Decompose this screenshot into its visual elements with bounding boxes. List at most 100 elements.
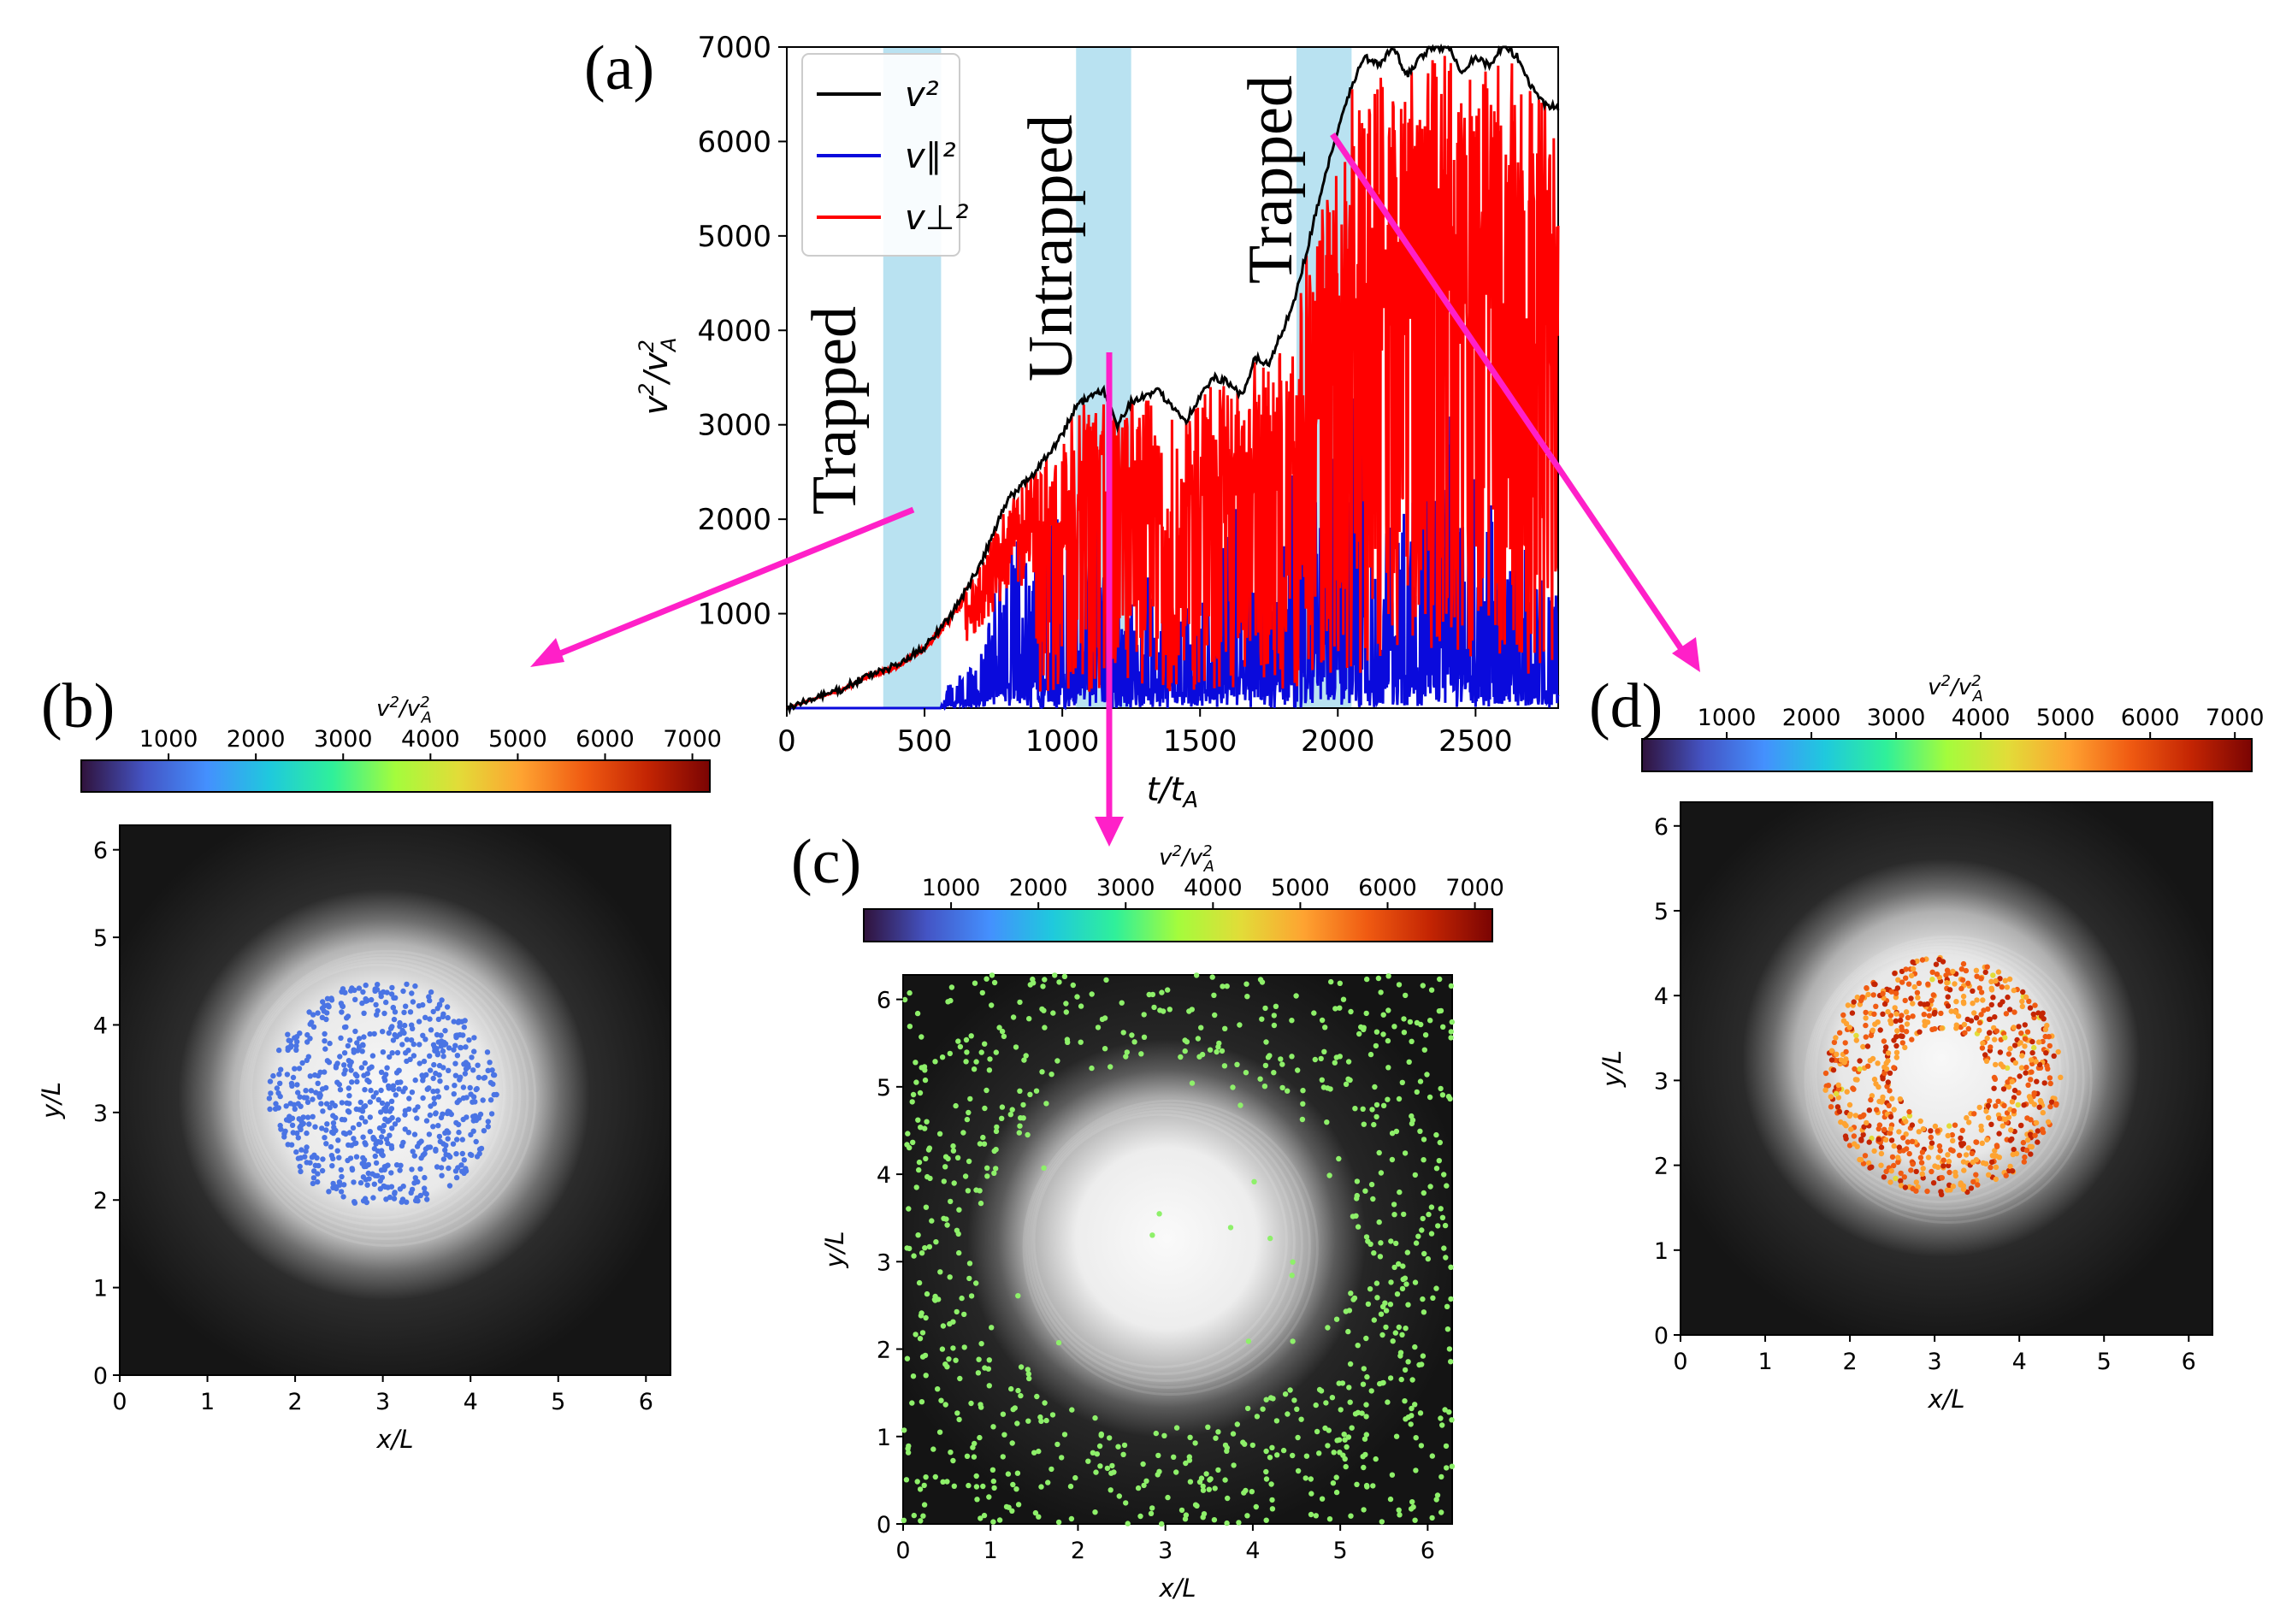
scatter-point	[1123, 1500, 1129, 1506]
scatter-point	[442, 1041, 449, 1047]
scatter-point	[1970, 988, 1976, 995]
y-tick-label: 1	[93, 1276, 108, 1302]
scatter-point	[304, 1144, 310, 1150]
scatter-point	[1984, 964, 1990, 970]
colorbar-tick-label: 5000	[488, 726, 547, 753]
scatter-point	[311, 1168, 317, 1174]
x-tick-label: 3	[1928, 1349, 1942, 1375]
scatter-point	[1822, 1087, 1828, 1093]
scatter-point	[914, 1479, 920, 1485]
scatter-point	[923, 1314, 929, 1321]
scatter-point	[270, 1072, 276, 1079]
scatter-point	[293, 1042, 299, 1049]
scatter-point	[1020, 1101, 1026, 1108]
scatter-point	[1308, 1491, 1314, 1497]
scatter-point	[916, 1279, 923, 1286]
scatter-point	[351, 1136, 357, 1142]
scatter-point	[1928, 1144, 1935, 1150]
scatter-point	[1875, 1137, 1881, 1143]
scatter-point	[368, 1087, 374, 1094]
scatter-point	[1348, 1290, 1354, 1296]
x-tick-label: 1000	[1025, 724, 1100, 759]
scatter-point	[401, 1009, 407, 1016]
scatter-point	[489, 1067, 495, 1073]
scatter-point	[2045, 1119, 2052, 1125]
legend: v²v∥²v⊥²	[801, 53, 969, 257]
scatter-point	[1205, 1424, 1211, 1431]
scatter-point	[1909, 1036, 1915, 1042]
scatter-point	[1428, 1204, 1435, 1210]
scatter-point	[1885, 1008, 1891, 1015]
scatter-point	[1251, 1178, 1257, 1185]
panel-c-label: (c)	[791, 827, 861, 897]
y-tick-label: 6	[93, 838, 108, 865]
scatter-point	[1295, 1434, 1301, 1441]
scatter-point	[1986, 1016, 1993, 1023]
scatter-point	[322, 1084, 329, 1091]
scatter-point	[337, 1054, 343, 1060]
scatter-point	[1401, 1211, 1407, 1218]
scatter-point	[448, 1111, 454, 1118]
scatter-point	[1433, 1131, 1439, 1138]
scatter-point	[1419, 1361, 1425, 1367]
scatter-point	[1945, 1152, 1951, 1158]
scatter-point	[1316, 1450, 1322, 1456]
scatter-point	[1151, 1004, 1157, 1011]
scatter-point	[1878, 1162, 1884, 1168]
scatter-point	[913, 1060, 919, 1066]
region-label-1: Untrapped	[1016, 115, 1086, 381]
scatter-point	[2007, 1046, 2013, 1052]
scatter-point	[445, 1136, 451, 1142]
scatter-point	[1870, 992, 1876, 998]
scatter-point	[317, 1069, 323, 1076]
scatter-point	[396, 1067, 402, 1074]
scatter-point	[1192, 1440, 1198, 1446]
scatter-point	[1396, 1261, 1402, 1267]
scatter-point	[1881, 1070, 1887, 1077]
scatter-point	[1962, 1030, 1968, 1036]
scatter-point	[1978, 1127, 1985, 1133]
scatter-point	[1891, 1162, 1897, 1169]
scatter-point	[1069, 1407, 1075, 1413]
scatter-point	[2003, 1011, 2010, 1017]
scatter-point	[1438, 1085, 1444, 1092]
scatter-point	[2040, 1126, 2046, 1132]
scatter-point	[1409, 1113, 1415, 1119]
scatter-point	[353, 1154, 360, 1160]
scatter-point	[1338, 1407, 1344, 1413]
scatter-point	[1294, 1406, 1300, 1413]
scatter-point	[1896, 1144, 1902, 1150]
scatter-point	[383, 1137, 390, 1143]
scatter-point	[1952, 981, 1958, 987]
scatter-point	[1393, 1128, 1400, 1135]
scatter-point	[2019, 998, 2025, 1005]
vortex-swirl	[1025, 1102, 1311, 1390]
scatter-point	[1422, 1032, 1429, 1038]
scatter-point	[978, 1049, 984, 1055]
scatter-point	[1149, 1505, 1155, 1511]
scatter-point	[387, 1194, 393, 1201]
scatter-point	[360, 989, 366, 995]
scatter-point	[1892, 1005, 1898, 1011]
scatter-point	[1878, 1144, 1885, 1150]
scatter-point	[1131, 1039, 1137, 1045]
colorbar-label: v2/v2 A	[1928, 672, 1983, 706]
scatter-point	[1353, 1213, 1359, 1219]
scatter-point	[1385, 1096, 1391, 1102]
scatter-point	[430, 1075, 436, 1082]
scatter-point	[1940, 1157, 1946, 1163]
scatter-point	[1945, 1003, 1952, 1009]
scatter-point	[1835, 1082, 1841, 1089]
x-tick-label: 3	[375, 1389, 390, 1415]
scatter-point	[950, 1457, 956, 1464]
scatter-point	[972, 1440, 978, 1447]
scatter-point	[1952, 1008, 1958, 1015]
scatter-point	[1883, 1168, 1889, 1175]
scatter-point	[390, 1004, 396, 1011]
scatter-point	[1220, 983, 1226, 989]
scatter-point	[1397, 1189, 1403, 1196]
scatter-point	[976, 1356, 982, 1362]
scatter-point	[1955, 1013, 1962, 1019]
scatter-point	[2027, 1005, 2034, 1011]
